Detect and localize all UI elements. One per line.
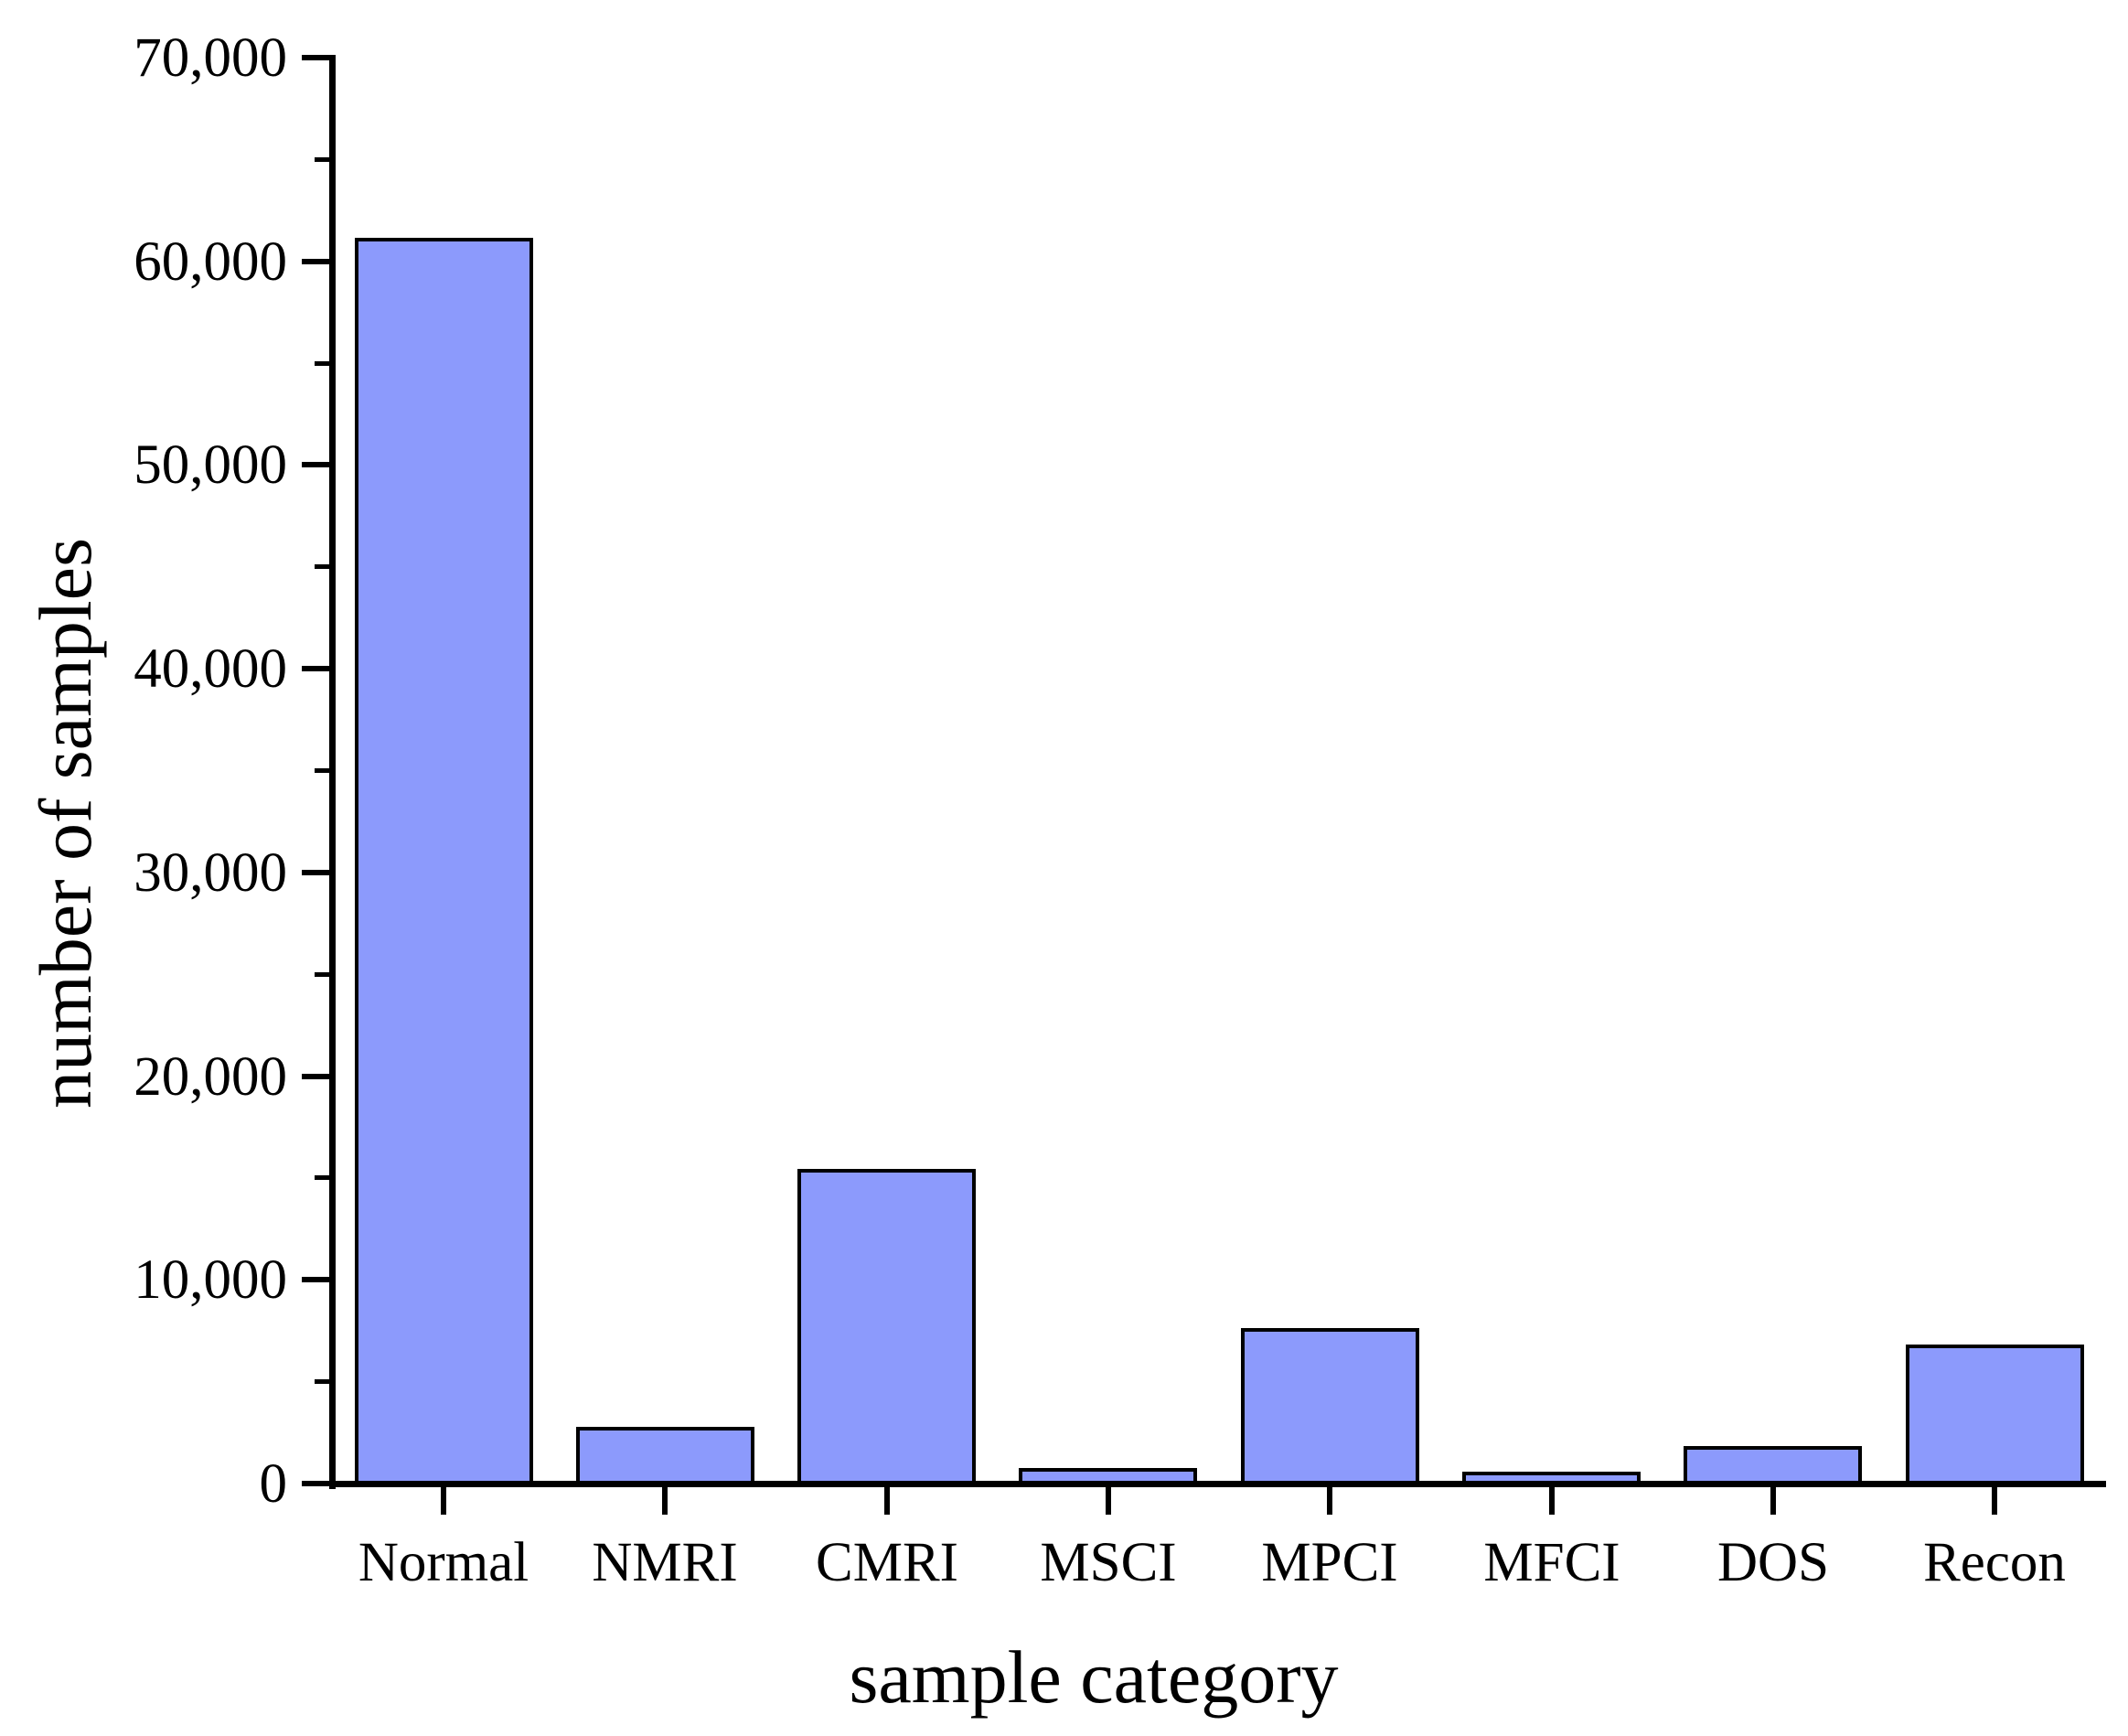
y-major-tick-0 <box>302 1481 329 1486</box>
x-tick-mpci <box>1327 1487 1332 1515</box>
x-tick-msci <box>1106 1487 1111 1515</box>
y-minor-tick-65000 <box>315 157 329 162</box>
x-tick-label-nmri: NMRI <box>592 1532 738 1593</box>
x-tick-label-cmri: CMRI <box>816 1532 958 1593</box>
x-tick-label-normal: Normal <box>358 1532 529 1593</box>
x-tick-label-recon: Recon <box>1923 1532 2066 1593</box>
y-major-tick-60000 <box>302 259 329 264</box>
x-tick-cmri <box>884 1487 890 1515</box>
y-axis-title: number of samples <box>24 538 107 1109</box>
y-major-tick-30000 <box>302 870 329 875</box>
y-major-tick-50000 <box>302 462 329 467</box>
x-tick-dos <box>1770 1487 1776 1515</box>
x-tick-label-msci: MSCI <box>1040 1532 1177 1593</box>
y-major-tick-40000 <box>302 666 329 671</box>
x-tick-mfci <box>1549 1487 1555 1515</box>
x-axis-title: sample category <box>849 1635 1339 1719</box>
x-axis-line <box>329 1481 2106 1487</box>
y-minor-tick-45000 <box>315 564 329 569</box>
y-tick-label-30000: 30,000 <box>134 842 287 904</box>
y-tick-label-40000: 40,000 <box>134 638 287 700</box>
x-tick-normal <box>441 1487 446 1515</box>
y-minor-tick-25000 <box>315 972 329 977</box>
y-tick-label-50000: 50,000 <box>134 434 287 496</box>
bar-recon <box>1906 1345 2084 1486</box>
bar-nmri <box>576 1427 754 1486</box>
bar-cmri <box>797 1169 976 1486</box>
y-major-tick-10000 <box>302 1277 329 1282</box>
y-minor-tick-5000 <box>315 1379 329 1384</box>
x-tick-label-mpci: MPCI <box>1261 1532 1398 1593</box>
x-tick-label-dos: DOS <box>1716 1532 1830 1593</box>
x-tick-label-mfci: MFCI <box>1483 1532 1620 1593</box>
y-major-tick-20000 <box>302 1074 329 1079</box>
x-tick-recon <box>1992 1487 1997 1515</box>
y-tick-label-20000: 20,000 <box>134 1046 287 1108</box>
x-tick-nmri <box>662 1487 668 1515</box>
y-tick-label-70000: 70,000 <box>134 27 287 89</box>
y-minor-tick-35000 <box>315 768 329 773</box>
y-axis-line <box>329 55 336 1489</box>
bar-mpci <box>1241 1328 1419 1486</box>
bar-normal <box>355 238 533 1486</box>
y-tick-label-10000: 10,000 <box>134 1249 287 1311</box>
y-tick-label-0: 0 <box>259 1453 288 1515</box>
y-tick-label-60000: 60,000 <box>134 231 287 293</box>
y-major-tick-70000 <box>302 55 329 60</box>
y-minor-tick-15000 <box>315 1175 329 1180</box>
y-minor-tick-55000 <box>315 361 329 366</box>
